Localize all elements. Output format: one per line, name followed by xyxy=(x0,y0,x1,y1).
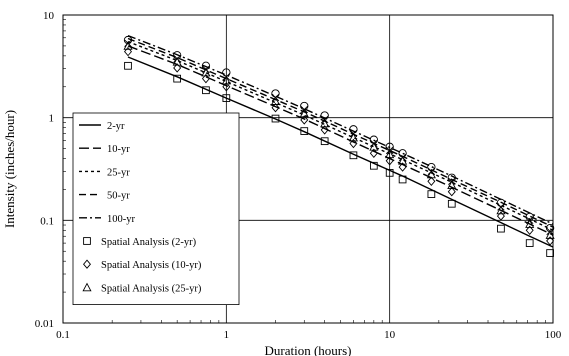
data-point-diamond xyxy=(546,236,555,246)
x-tick-labels: 0.1 1 10 100 xyxy=(56,329,562,341)
data-point-square xyxy=(271,114,280,123)
data-point-circle xyxy=(496,198,506,208)
data-point-circle xyxy=(271,89,280,98)
data-point-circle xyxy=(545,223,555,233)
data-point-triangle xyxy=(299,108,309,118)
data-point-square xyxy=(124,61,132,70)
data-point-square xyxy=(173,74,182,83)
data-point-triangle xyxy=(545,230,555,239)
data-point-square xyxy=(349,151,358,160)
data-point-diamond xyxy=(447,187,456,197)
y-tick-label: 0.01 xyxy=(35,318,54,330)
data-point-circle xyxy=(300,101,309,111)
y-tick-labels: 0.01 0.1 1 10 xyxy=(35,10,55,330)
data-point-square xyxy=(525,239,534,247)
data-point-circle xyxy=(398,149,407,158)
data-point-x xyxy=(222,73,231,81)
plot-frame xyxy=(62,14,554,324)
data-point-square xyxy=(300,127,309,135)
data-point-square xyxy=(447,199,456,208)
data-point-square xyxy=(320,137,329,146)
data-point-diamond xyxy=(398,162,407,172)
data-point-circle xyxy=(123,35,133,45)
data-point-triangle xyxy=(221,75,231,85)
data-point-diamond xyxy=(385,156,394,166)
data-point-triangle xyxy=(270,96,281,105)
data-point-triangle xyxy=(525,219,535,228)
legend-entry-label: Spatial Analysis (2-yr) xyxy=(101,237,197,248)
data-point-triangle xyxy=(369,142,379,151)
legend: 2-yr 10-yr 25-yr 50-yr 100-yr Spatial Analysi… xyxy=(72,112,240,306)
data-point-diamond xyxy=(300,115,309,125)
data-point-triangle xyxy=(398,156,408,165)
data-point-circle xyxy=(447,173,456,182)
legend-entry-label: Spatial Analysis (25-yr) xyxy=(101,283,202,294)
x-tick-label: 1 xyxy=(224,329,230,341)
data-point-triangle xyxy=(385,149,395,159)
data-point-square xyxy=(202,86,210,95)
data-point-circle xyxy=(201,61,211,70)
data-point-triangle xyxy=(447,180,457,190)
x-tick-label: 0.1 xyxy=(56,329,70,341)
data-point-circle xyxy=(173,51,182,60)
data-point-diamond xyxy=(201,73,210,84)
x-tick-label: 10 xyxy=(384,329,396,341)
legend-marker-swatch xyxy=(83,259,91,269)
legend-entry-label: 2-yr xyxy=(107,121,125,132)
data-point-diamond xyxy=(525,225,534,235)
legend-entry-label: 50-yr xyxy=(107,191,130,202)
y-axis-title: Intensity (inches/hour) xyxy=(2,110,17,228)
legend-entry-label: 100-yr xyxy=(107,214,135,225)
data-point-triangle xyxy=(201,67,211,77)
data-point-triangle xyxy=(320,118,330,128)
data-point-square xyxy=(546,249,554,257)
data-point-square xyxy=(222,94,231,102)
data-point-triangle xyxy=(496,205,506,215)
data-point-square xyxy=(497,224,505,233)
legend-marker-swatch xyxy=(83,237,91,245)
x-tick-label: 100 xyxy=(545,329,562,341)
y-tick-label: 1 xyxy=(49,113,55,125)
data-point-circle xyxy=(427,162,436,172)
data-point-diamond xyxy=(173,63,182,73)
data-point-square xyxy=(369,161,378,170)
legend-marker-swatch xyxy=(82,282,92,292)
data-point-circle xyxy=(369,135,378,144)
data-point-circle xyxy=(525,212,534,222)
data-point-diamond xyxy=(369,148,378,158)
legend-entry-label: 25-yr xyxy=(107,167,130,178)
series-line-1 xyxy=(127,45,554,236)
data-point-diamond xyxy=(271,103,280,113)
data-point-triangle xyxy=(348,132,358,142)
data-point-diamond xyxy=(124,46,132,57)
legend-box xyxy=(72,112,240,306)
data-point-diamond xyxy=(427,176,436,186)
data-point-circle xyxy=(222,68,231,77)
data-point-square xyxy=(427,190,436,198)
data-point-triangle xyxy=(172,57,182,66)
data-point-circle xyxy=(385,142,394,151)
data-point-square xyxy=(385,169,394,177)
y-tick-label: 0.1 xyxy=(40,215,54,227)
data-point-x xyxy=(349,129,358,138)
data-point-diamond xyxy=(496,211,505,221)
data-point-triangle xyxy=(426,169,436,179)
data-point-square xyxy=(398,175,407,184)
legend-entry-label: Spatial Analysis (10-yr) xyxy=(101,260,202,271)
legend-entry-label: 10-yr xyxy=(107,144,130,155)
data-point-x xyxy=(427,167,436,176)
data-point-diamond xyxy=(349,138,358,149)
x-axis-title: Duration (hours) xyxy=(264,343,351,356)
series-line-0 xyxy=(127,56,554,248)
y-tick-label: 10 xyxy=(43,10,55,22)
data-point-diamond xyxy=(222,82,231,92)
data-point-x xyxy=(124,39,132,48)
data-point-diamond xyxy=(320,125,329,135)
data-point-circle xyxy=(320,111,329,120)
data-point-circle xyxy=(349,125,358,134)
series-line-4 xyxy=(127,34,554,225)
data-point-x xyxy=(398,153,407,162)
marker-series xyxy=(123,35,555,257)
